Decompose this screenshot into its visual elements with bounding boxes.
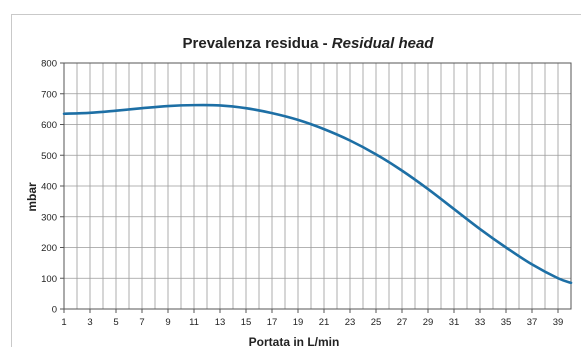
chart-title-italic: Residual head bbox=[332, 35, 435, 52]
x-tick-label: 15 bbox=[241, 317, 252, 328]
y-tick-label: 100 bbox=[41, 274, 57, 285]
x-tick-label: 5 bbox=[113, 317, 118, 328]
chart-title-main: Prevalenza residua - bbox=[183, 35, 332, 52]
x-tick-label: 3 bbox=[87, 317, 92, 328]
x-tick-label: 11 bbox=[189, 317, 199, 328]
x-tick-label: 29 bbox=[423, 317, 434, 328]
x-tick-label: 1 bbox=[61, 317, 66, 328]
y-tick-label: 700 bbox=[41, 89, 57, 100]
y-tick-label: 0 bbox=[52, 305, 57, 316]
x-tick-label: 37 bbox=[527, 317, 538, 328]
x-tick-label: 19 bbox=[293, 317, 304, 328]
x-tick-label: 31 bbox=[449, 317, 460, 328]
chart-title-group: Prevalenza residua - Residual head bbox=[183, 35, 435, 52]
x-tick-label: 25 bbox=[371, 317, 382, 328]
y-tick-label: 500 bbox=[41, 151, 57, 162]
x-tick-label: 33 bbox=[475, 317, 486, 328]
y-tick-label: 400 bbox=[41, 182, 57, 193]
x-tick-label: 17 bbox=[267, 317, 278, 328]
x-tick-label: 21 bbox=[319, 317, 330, 328]
y-tick-label: 800 bbox=[41, 59, 57, 70]
x-tick-label: 39 bbox=[553, 317, 564, 328]
series-layer bbox=[62, 103, 573, 285]
y-tick-label: 300 bbox=[41, 212, 57, 223]
y-tick-label: 200 bbox=[41, 243, 57, 254]
x-tick-label: 35 bbox=[501, 317, 512, 328]
x-tick-label: 27 bbox=[397, 317, 408, 328]
chart-title: Prevalenza residua - Residual head bbox=[183, 35, 435, 52]
y-axis-label: mbar bbox=[25, 182, 39, 212]
tick-layer: 1 3 5 7 9 11 13 15 17 19 21 23 25 27 29 31 33 35 37 3901002… bbox=[41, 59, 563, 329]
y-tick-label: 600 bbox=[41, 120, 57, 131]
grid-layer bbox=[63, 62, 572, 310]
series-line bbox=[62, 103, 573, 285]
x-axis-label: Portata in L/min bbox=[249, 335, 340, 348]
x-tick-label: 9 bbox=[165, 317, 170, 328]
x-tick-label: 13 bbox=[215, 317, 226, 328]
x-tick-label: 7 bbox=[139, 317, 144, 328]
x-tick-label: 23 bbox=[345, 317, 356, 328]
